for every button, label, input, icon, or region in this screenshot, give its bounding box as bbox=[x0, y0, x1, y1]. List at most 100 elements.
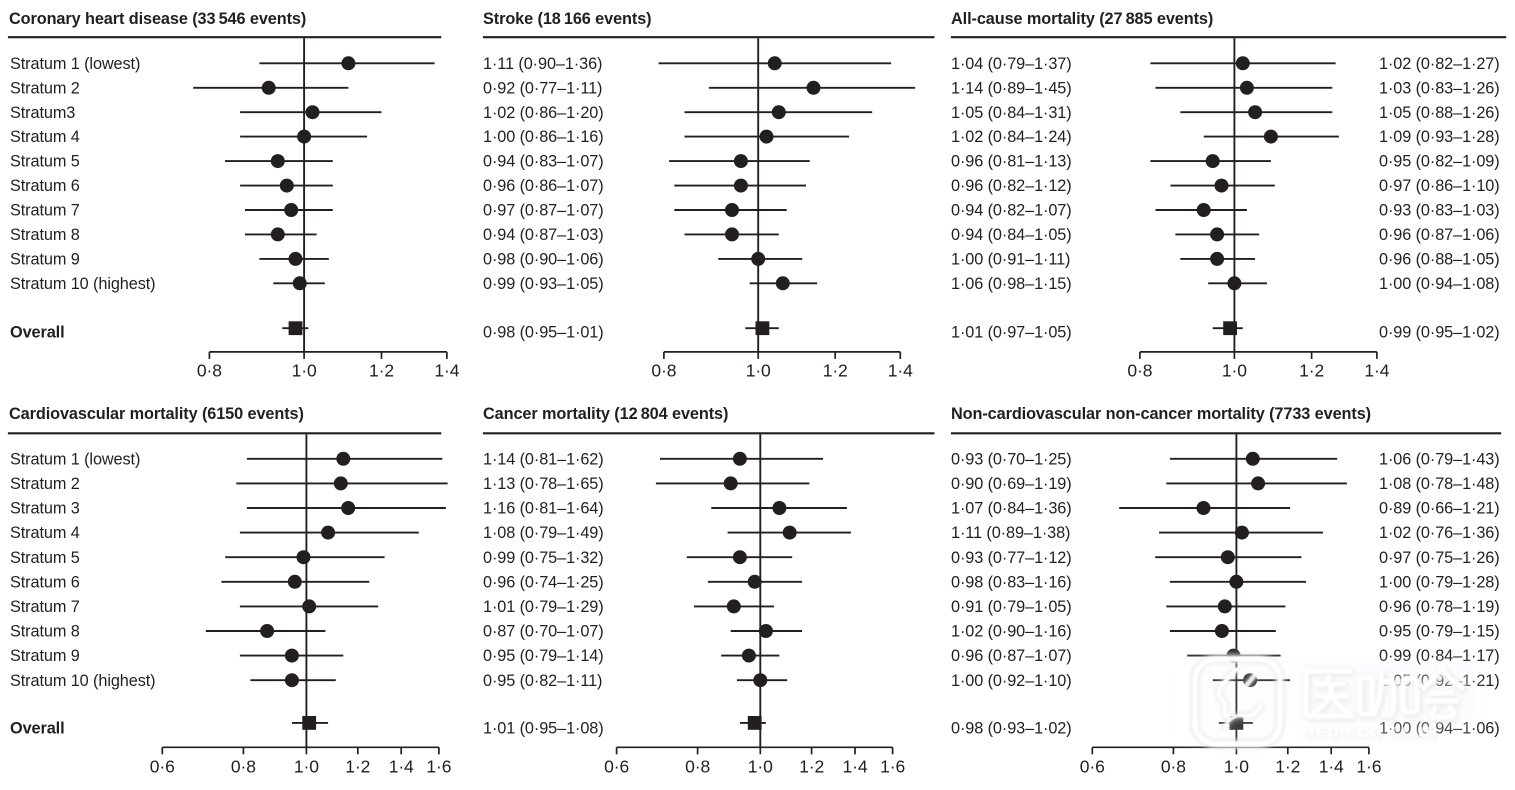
svg-text:1·14 (0·81–1·62): 1·14 (0·81–1·62) bbox=[483, 450, 604, 468]
svg-text:Stratum 4: Stratum 4 bbox=[10, 524, 80, 542]
svg-text:0·96 (0·87–1·07): 0·96 (0·87–1·07) bbox=[951, 647, 1072, 665]
svg-text:0·8: 0·8 bbox=[197, 360, 222, 380]
svg-text:1·0: 1·0 bbox=[1222, 360, 1247, 380]
svg-text:0·93 (0·70–1·25): 0·93 (0·70–1·25) bbox=[951, 450, 1072, 468]
svg-text:0·95 (0·79–1·15): 0·95 (0·79–1·15) bbox=[1379, 623, 1500, 641]
svg-text:1·4: 1·4 bbox=[389, 757, 414, 777]
svg-text:1·06 (0·98–1·15): 1·06 (0·98–1·15) bbox=[951, 275, 1072, 293]
svg-text:1·6: 1·6 bbox=[1356, 757, 1381, 777]
svg-text:Stratum 6: Stratum 6 bbox=[10, 573, 80, 591]
svg-text:0·98 (0·95–1·01): 0·98 (0·95–1·01) bbox=[483, 323, 604, 341]
svg-text:Stratum 10 (highest): Stratum 10 (highest) bbox=[10, 275, 156, 293]
svg-text:1·04 (0·79–1·37): 1·04 (0·79–1·37) bbox=[951, 55, 1072, 73]
svg-text:1·4: 1·4 bbox=[434, 360, 459, 380]
svg-text:0·87 (0·70–1·07): 0·87 (0·70–1·07) bbox=[483, 623, 604, 641]
svg-text:0·94 (0·82–1·07): 0·94 (0·82–1·07) bbox=[951, 202, 1072, 220]
svg-text:0·8: 0·8 bbox=[685, 757, 710, 777]
svg-text:1·02 (0·76–1·36): 1·02 (0·76–1·36) bbox=[1379, 524, 1500, 542]
svg-text:0·96 (0·82–1·12): 0·96 (0·82–1·12) bbox=[951, 177, 1072, 195]
svg-text:0·94 (0·87–1·03): 0·94 (0·87–1·03) bbox=[483, 226, 604, 244]
svg-text:1·4: 1·4 bbox=[1364, 360, 1389, 380]
svg-text:0·99 (0·84–1·17): 0·99 (0·84–1·17) bbox=[1379, 647, 1500, 665]
svg-text:1·01 (0·79–1·29): 1·01 (0·79–1·29) bbox=[483, 598, 604, 616]
svg-text:1·11 (0·90–1·36): 1·11 (0·90–1·36) bbox=[483, 55, 602, 73]
svg-text:0·8: 0·8 bbox=[1127, 360, 1152, 380]
svg-text:0·92 (0·77–1·11): 0·92 (0·77–1·11) bbox=[483, 79, 602, 97]
svg-text:1·2: 1·2 bbox=[345, 757, 370, 777]
svg-text:1·0: 1·0 bbox=[1224, 757, 1249, 777]
svg-text:Coronary heart disease (33 546: Coronary heart disease (33 546 events) bbox=[9, 10, 306, 28]
svg-text:0·96 (0·78–1·19): 0·96 (0·78–1·19) bbox=[1379, 598, 1500, 616]
svg-text:0·6: 0·6 bbox=[1080, 757, 1105, 777]
svg-text:1·4: 1·4 bbox=[1319, 757, 1344, 777]
svg-text:Cardiovascular mortality (6150: Cardiovascular mortality (6150 events) bbox=[9, 405, 304, 423]
svg-text:1·2: 1·2 bbox=[369, 360, 394, 380]
svg-text:Stroke (18 166 events): Stroke (18 166 events) bbox=[483, 10, 651, 28]
svg-text:Overall: Overall bbox=[10, 720, 65, 738]
svg-text:1·01 (0·95–1·08): 1·01 (0·95–1·08) bbox=[483, 720, 604, 738]
svg-text:0·96 (0·88–1·05): 0·96 (0·88–1·05) bbox=[1379, 251, 1500, 269]
svg-text:0·96 (0·74–1·25): 0·96 (0·74–1·25) bbox=[483, 573, 604, 591]
svg-text:1·6: 1·6 bbox=[426, 757, 451, 777]
svg-text:Stratum3: Stratum3 bbox=[10, 104, 75, 122]
svg-text:0·99 (0·93–1·05): 0·99 (0·93–1·05) bbox=[483, 275, 604, 293]
svg-text:Stratum 2: Stratum 2 bbox=[10, 475, 80, 493]
svg-text:0·98 (0·90–1·06): 0·98 (0·90–1·06) bbox=[483, 251, 604, 269]
svg-text:0·97 (0·75–1·26): 0·97 (0·75–1·26) bbox=[1379, 549, 1500, 567]
svg-text:0·98 (0·83–1·16): 0·98 (0·83–1·16) bbox=[951, 573, 1072, 591]
svg-text:0·98 (0·93–1·02): 0·98 (0·93–1·02) bbox=[951, 720, 1072, 738]
svg-text:All-cause mortality (27 885 ev: All-cause mortality (27 885 events) bbox=[951, 10, 1213, 28]
svg-text:1·13 (0·78–1·65): 1·13 (0·78–1·65) bbox=[483, 475, 604, 493]
svg-text:Stratum 5: Stratum 5 bbox=[10, 153, 80, 171]
svg-text:1·01 (0·97–1·05): 1·01 (0·97–1·05) bbox=[951, 323, 1072, 341]
svg-text:0·91 (0·79–1·05): 0·91 (0·79–1·05) bbox=[951, 598, 1072, 616]
svg-text:0·97 (0·87–1·07): 0·97 (0·87–1·07) bbox=[483, 202, 604, 220]
svg-text:1·09 (0·93–1·28): 1·09 (0·93–1·28) bbox=[1379, 128, 1500, 146]
svg-text:Stratum 4: Stratum 4 bbox=[10, 128, 80, 146]
svg-text:1·02 (0·86–1·20): 1·02 (0·86–1·20) bbox=[483, 104, 604, 122]
svg-text:1·08 (0·78–1·48): 1·08 (0·78–1·48) bbox=[1379, 475, 1500, 493]
svg-text:1·2: 1·2 bbox=[1275, 757, 1300, 777]
svg-text:0·93 (0·83–1·03): 0·93 (0·83–1·03) bbox=[1379, 202, 1500, 220]
svg-text:1·4: 1·4 bbox=[888, 360, 913, 380]
svg-text:1·14 (0·89–1·45): 1·14 (0·89–1·45) bbox=[951, 79, 1072, 97]
svg-text:Stratum 6: Stratum 6 bbox=[10, 177, 80, 195]
svg-text:1·02 (0·82–1·27): 1·02 (0·82–1·27) bbox=[1379, 55, 1500, 73]
svg-text:1·0: 1·0 bbox=[748, 757, 773, 777]
svg-text:1·11 (0·89–1·38): 1·11 (0·89–1·38) bbox=[951, 524, 1070, 542]
svg-text:Stratum 3: Stratum 3 bbox=[10, 500, 80, 518]
svg-text:1·05 (0·84–1·31): 1·05 (0·84–1·31) bbox=[951, 104, 1072, 122]
svg-text:0·96 (0·87–1·06): 0·96 (0·87–1·06) bbox=[1379, 226, 1500, 244]
svg-text:1·07 (0·84–1·36): 1·07 (0·84–1·36) bbox=[951, 500, 1072, 518]
svg-text:MEDIECO CLUB: MEDIECO CLUB bbox=[1302, 725, 1438, 741]
svg-text:0·93 (0·77–1·12): 0·93 (0·77–1·12) bbox=[951, 549, 1072, 567]
svg-text:0·8: 0·8 bbox=[231, 757, 256, 777]
svg-text:Cancer mortality (12 804 event: Cancer mortality (12 804 events) bbox=[483, 405, 728, 423]
svg-text:Stratum 7: Stratum 7 bbox=[10, 598, 80, 616]
svg-text:Stratum 1 (lowest): Stratum 1 (lowest) bbox=[10, 450, 140, 468]
svg-text:Stratum 10 (highest): Stratum 10 (highest) bbox=[10, 672, 156, 690]
svg-text:1·0: 1·0 bbox=[746, 360, 771, 380]
svg-text:0·8: 0·8 bbox=[651, 360, 676, 380]
svg-text:0·6: 0·6 bbox=[604, 757, 629, 777]
svg-text:MEDIECO CLUB: MEDIECO CLUB bbox=[1302, 725, 1438, 741]
svg-text:1·0: 1·0 bbox=[292, 360, 317, 380]
svg-text:Stratum 7: Stratum 7 bbox=[10, 202, 80, 220]
svg-text:1·00 (0·86–1·16): 1·00 (0·86–1·16) bbox=[483, 128, 604, 146]
svg-text:1·00 (0·79–1·28): 1·00 (0·79–1·28) bbox=[1379, 573, 1500, 591]
svg-text:0·95 (0·82–1·11): 0·95 (0·82–1·11) bbox=[483, 672, 602, 690]
svg-text:Stratum 9: Stratum 9 bbox=[10, 647, 80, 665]
svg-text:1·4: 1·4 bbox=[843, 757, 868, 777]
svg-text:0·97 (0·86–1·10): 0·97 (0·86–1·10) bbox=[1379, 177, 1500, 195]
svg-text:Non-cardiovascular non-cancer: Non-cardiovascular non-cancer mortality … bbox=[951, 405, 1371, 423]
svg-text:0·94 (0·84–1·05): 0·94 (0·84–1·05) bbox=[951, 226, 1072, 244]
svg-text:Stratum 8: Stratum 8 bbox=[10, 623, 80, 641]
svg-text:Stratum 9: Stratum 9 bbox=[10, 251, 80, 269]
svg-text:1·2: 1·2 bbox=[1299, 360, 1324, 380]
svg-text:1·02 (0·84–1·24): 1·02 (0·84–1·24) bbox=[951, 128, 1072, 146]
svg-text:0·6: 0·6 bbox=[150, 757, 175, 777]
svg-text:Stratum 1 (lowest): Stratum 1 (lowest) bbox=[10, 55, 140, 73]
svg-text:1·00 (0·94–1·08): 1·00 (0·94–1·08) bbox=[1379, 275, 1500, 293]
svg-text:Stratum 5: Stratum 5 bbox=[10, 549, 80, 567]
svg-text:MEDIECO CLUB: MEDIECO CLUB bbox=[1304, 727, 1440, 743]
